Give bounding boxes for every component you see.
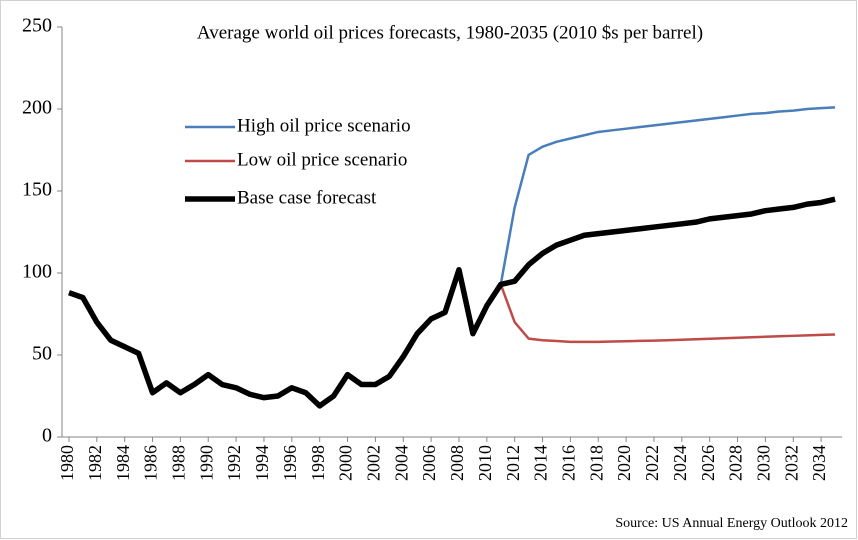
legend-label: High oil price scenario [237,115,411,136]
x-tick-label: 2022 [642,445,662,481]
x-tick-label: 2020 [614,445,634,481]
y-tick-label: 0 [42,425,52,447]
x-tick-label: 1980 [57,445,77,481]
y-tick-label: 100 [22,261,52,283]
x-tick-label: 2026 [698,445,718,481]
y-tick-label: 200 [22,97,52,119]
y-tick-label: 150 [22,179,52,201]
legend-label: Base case forecast [237,187,377,208]
x-tick-label: 2012 [503,445,523,481]
x-tick-label: 2014 [531,445,551,481]
x-tick-label: 2016 [559,445,579,481]
y-tick-label: 250 [22,15,52,37]
x-tick-label: 1996 [280,445,300,481]
x-tick-label: 2004 [391,445,411,481]
x-tick-label: 1994 [252,445,272,481]
x-tick-label: 2002 [364,445,384,481]
x-tick-label: 2030 [754,445,774,481]
legend-label: Low oil price scenario [237,149,407,170]
x-tick-label: 2006 [419,445,439,481]
x-tick-label: 2008 [447,445,467,481]
x-tick-label: 2032 [781,445,801,481]
x-tick-label: 1986 [141,445,161,481]
x-tick-label: 1988 [169,445,189,481]
x-tick-label: 1984 [113,445,133,481]
x-tick-label: 1998 [308,445,328,481]
x-tick-label: 2018 [586,445,606,481]
y-tick-label: 50 [32,343,52,365]
x-tick-label: 2034 [809,445,829,481]
series-line [499,284,836,344]
x-tick-label: 2000 [336,445,356,481]
x-tick-label: 1990 [196,445,216,481]
x-tick-label: 2010 [475,445,495,481]
source-note: Source: US Annual Energy Outlook 2012 [615,516,848,531]
series-line [68,196,836,409]
x-tick-label: 2028 [726,445,746,481]
series-line [499,106,836,285]
x-tick-label: 1982 [85,445,105,481]
x-tick-label: 1992 [224,445,244,481]
x-tick-label: 2024 [670,445,690,481]
chart-title: Average world oil prices forecasts, 1980… [197,22,703,43]
